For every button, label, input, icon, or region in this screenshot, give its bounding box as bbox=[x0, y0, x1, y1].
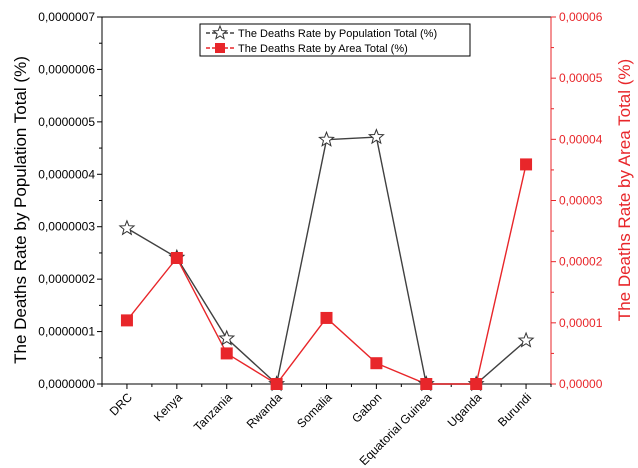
x-tick-label: Kenya bbox=[151, 390, 185, 424]
y-tick-label-right: 0,00000 bbox=[559, 377, 603, 391]
star-marker bbox=[367, 128, 385, 145]
y-axis-title-left: The Deaths Rate by Population Total (%) bbox=[11, 56, 30, 364]
y-tick-label-left: 0,0000002 bbox=[38, 272, 95, 286]
legend: The Deaths Rate by Population Total (%) T… bbox=[199, 23, 471, 57]
x-tick-label: Gabon bbox=[349, 390, 384, 425]
star-marker bbox=[318, 130, 335, 147]
series-line-0 bbox=[126, 136, 527, 386]
star-marker bbox=[517, 331, 535, 348]
star-marker bbox=[118, 219, 136, 236]
square-marker bbox=[220, 347, 233, 360]
y-tick-label-left: 0,0000001 bbox=[38, 325, 95, 339]
y-tick-label-left: 0,0000006 bbox=[38, 62, 95, 76]
plot-frame bbox=[101, 16, 552, 385]
x-axis-ticks: DRC Kenya Tanzania Rwanda Somalia GabonEquato… bbox=[101, 384, 552, 468]
x-tick-label: Tanzania bbox=[191, 390, 235, 434]
y-tick-label-left: 0,0000003 bbox=[38, 220, 95, 234]
square-marker bbox=[170, 251, 183, 264]
y-tick-label-right: 0,00006 bbox=[559, 10, 603, 24]
y-tick-label-right: 0,00001 bbox=[559, 316, 603, 330]
legend-label-1: The Deaths Rate by Area Total (%) bbox=[238, 43, 408, 55]
square-marker bbox=[470, 378, 483, 390]
x-tick-label: Uganda bbox=[445, 390, 485, 430]
y-tick-label-right: 0,00005 bbox=[559, 71, 603, 85]
y-tick-label-right: 0,00003 bbox=[559, 194, 603, 208]
x-tick-label: Rwanda bbox=[244, 390, 285, 431]
x-tick-label: Somalia bbox=[294, 390, 335, 431]
legend-label-0: The Deaths Rate by Population Total (%) bbox=[238, 28, 437, 40]
square-marker bbox=[370, 357, 383, 370]
star-marker bbox=[218, 329, 236, 346]
legend-star-marker bbox=[212, 24, 228, 40]
x-tick-label: DRC bbox=[107, 390, 136, 419]
square-marker bbox=[520, 158, 533, 171]
y-axis-title-right: The Deaths Rate by Area Total (%) bbox=[615, 59, 634, 321]
legend-square-marker bbox=[215, 43, 225, 53]
y-tick-label-left: 0,0000000 bbox=[38, 377, 95, 391]
square-marker bbox=[420, 378, 433, 390]
square-marker bbox=[270, 378, 283, 390]
series-layer bbox=[118, 128, 535, 392]
square-marker bbox=[120, 314, 133, 327]
square-marker bbox=[320, 311, 333, 324]
x-tick-label: Burundi bbox=[495, 390, 534, 429]
y-tick-label-right: 0,00004 bbox=[559, 132, 603, 146]
right-axis-ticks: 0,00000 0,00001 0,00002 0,00003 0,00004 0,000… bbox=[551, 10, 603, 391]
y-tick-label-left: 0,0000007 bbox=[38, 10, 95, 24]
left-axis-ticks: 0,0000000 0,0000001 0,0000002 0,0000003 0,00… bbox=[38, 10, 102, 391]
y-tick-label-left: 0,0000004 bbox=[38, 167, 95, 181]
y-tick-label-left: 0,0000005 bbox=[38, 115, 95, 129]
y-tick-label-right: 0,00002 bbox=[559, 255, 603, 269]
legend-box bbox=[199, 23, 471, 57]
